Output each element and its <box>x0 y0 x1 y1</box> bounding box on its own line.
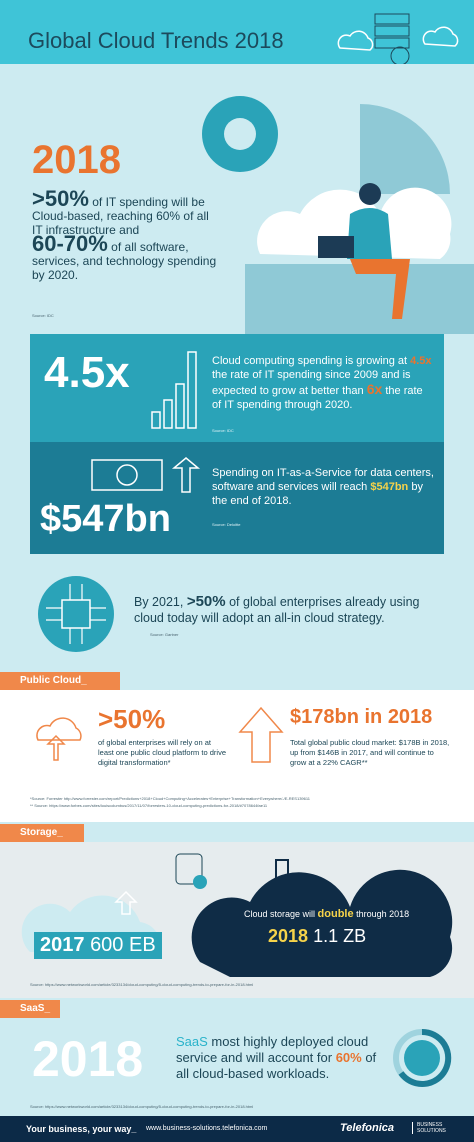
text: Spending on IT-as-a-Service for data cen… <box>212 467 434 493</box>
all-in-text: By 2021, >50% of global enterprises alre… <box>134 594 434 626</box>
title: Global Cloud Trends 2018 <box>28 28 284 53</box>
stat: >50% <box>32 186 89 211</box>
stat: >50% <box>98 704 166 734</box>
growth-text: Cloud computing spending is growing at 4… <box>212 354 434 412</box>
text: of global enterprises will rely on at le… <box>98 738 226 767</box>
section-label: SaaS_ <box>0 1000 60 1018</box>
cloud-arrows-icon <box>36 717 82 761</box>
money-icon <box>91 457 201 493</box>
text: Cloud computing spending is growing at <box>212 355 411 367</box>
text: through 2018 <box>353 909 410 919</box>
text: the rate of IT spending through 2020. <box>212 385 423 411</box>
public-cloud-panel: >50% of global enterprises will rely on … <box>0 690 474 822</box>
source: Source: IDC <box>32 313 54 318</box>
tagline: Your business, your way_ <box>26 1124 137 1134</box>
highlight: SaaS <box>176 1034 208 1049</box>
text: of global enterprises already using clou… <box>134 595 420 625</box>
source: Source: Gartner <box>150 632 179 637</box>
saas-donut <box>393 1028 452 1087</box>
source: Source: https://www.networkworld.com/art… <box>30 982 254 987</box>
storage-right: 2018 1.1 ZB <box>268 926 366 947</box>
highlight: 4.5x <box>410 355 432 367</box>
source: Source: https://www.networkworld.com/art… <box>30 1104 254 1109</box>
url: www.business-solutions.telefonica.com <box>146 1125 268 1132</box>
source: *Source: Forrester http://www.forrester.… <box>30 796 311 801</box>
text: By 2021, <box>134 595 187 609</box>
service-panel: $547bn Spending on IT-as-a-Service for d… <box>30 442 444 554</box>
brand-sub: BUSINESS SOLUTIONS <box>412 1122 457 1134</box>
highlight: double <box>317 908 354 920</box>
highlight: 60% <box>335 1050 362 1065</box>
storage-text: Cloud storage will double through 2018 <box>244 908 409 920</box>
service-text: Spending on IT-as-a-Service for data cen… <box>212 466 434 508</box>
source: Source: Deloitte <box>212 522 241 527</box>
bar-icon <box>151 351 197 429</box>
service-big: $547bn <box>40 498 171 540</box>
growth-big: 4.5x <box>44 348 130 397</box>
storage-panel: 2017 600 EB Cloud storage will double th… <box>0 842 474 998</box>
growth-panel: 4.5x Cloud computing spending is growing… <box>30 334 444 442</box>
saas-year: 2018 <box>32 1031 144 1087</box>
text: of all cloud-based workloads. <box>176 1050 377 1081</box>
stat: 60-70% <box>32 231 108 256</box>
section-label: Storage_ <box>0 824 84 842</box>
value: 600 EB <box>90 934 156 956</box>
highlight: >50% <box>186 593 226 610</box>
text: the rate of IT spending since 2009 and i… <box>212 369 411 397</box>
header: Global Cloud Trends 2018 <box>0 0 474 64</box>
text: by the end of 2018. <box>212 481 423 507</box>
brand: Telefonica <box>340 1122 394 1134</box>
intro-illustration <box>202 96 474 334</box>
section-label: Public Cloud_ <box>0 672 120 690</box>
footer: Your business, your way_ www.business-so… <box>0 1116 474 1142</box>
up-arrow-icon <box>238 706 284 763</box>
highlight: 6x <box>366 381 383 397</box>
intro-year: 2018 <box>32 138 121 182</box>
header-icons <box>337 13 459 64</box>
text: Total global public cloud market: $178B … <box>290 738 450 767</box>
year: 2017 <box>40 934 85 956</box>
saas-panel: 2018 SaaS most highly deployed cloud ser… <box>0 1018 474 1116</box>
text: Cloud storage will <box>244 909 318 919</box>
year: 2018 <box>268 926 309 946</box>
value: 1.1 ZB <box>313 926 367 946</box>
source: ** Source: https://www.forbes.com/sites/… <box>30 803 268 808</box>
text: of IT spending will be Cloud-based, reac… <box>32 195 209 237</box>
storage-left: 2017 600 EB <box>34 932 162 959</box>
all-in-icon <box>38 576 114 652</box>
text: most highly deployed cloud service and w… <box>176 1034 369 1065</box>
intro-text: >50% of IT spending will be Cloud-based,… <box>32 188 222 283</box>
text: of all software, services, and technolog… <box>32 240 217 282</box>
storage-illustration <box>21 853 453 977</box>
saas-text: SaaS most highly deployed cloud service … <box>176 1034 386 1082</box>
stat: $178bn in 2018 <box>290 706 433 728</box>
highlight: $547bn <box>370 481 409 493</box>
source: Source: IDC <box>212 428 234 433</box>
